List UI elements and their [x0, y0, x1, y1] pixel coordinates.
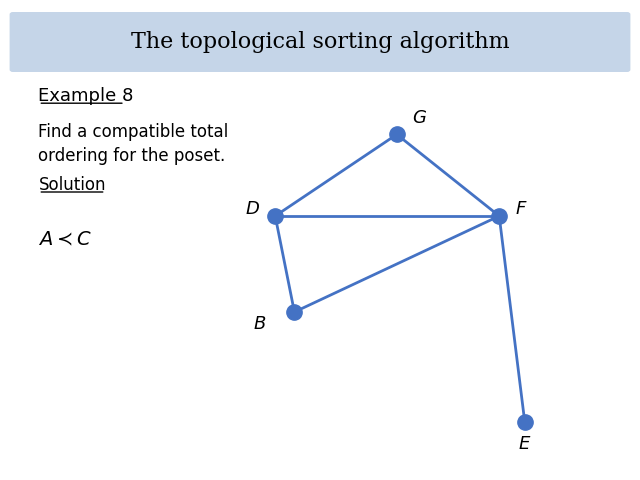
- Text: Example 8: Example 8: [38, 87, 134, 105]
- Text: $\mathit{F}$: $\mathit{F}$: [515, 200, 528, 218]
- Text: $A \prec C$: $A \prec C$: [38, 231, 92, 249]
- Text: Solution: Solution: [38, 176, 106, 194]
- Text: $\mathit{G}$: $\mathit{G}$: [412, 108, 427, 127]
- Text: Find a compatible total: Find a compatible total: [38, 123, 228, 141]
- Text: The topological sorting algorithm: The topological sorting algorithm: [131, 31, 509, 53]
- Text: $\mathit{B}$: $\mathit{B}$: [253, 315, 266, 333]
- Text: ordering for the poset.: ordering for the poset.: [38, 147, 226, 165]
- Text: $\mathit{D}$: $\mathit{D}$: [245, 200, 260, 218]
- Text: $\mathit{E}$: $\mathit{E}$: [518, 435, 531, 453]
- FancyBboxPatch shape: [10, 12, 630, 72]
